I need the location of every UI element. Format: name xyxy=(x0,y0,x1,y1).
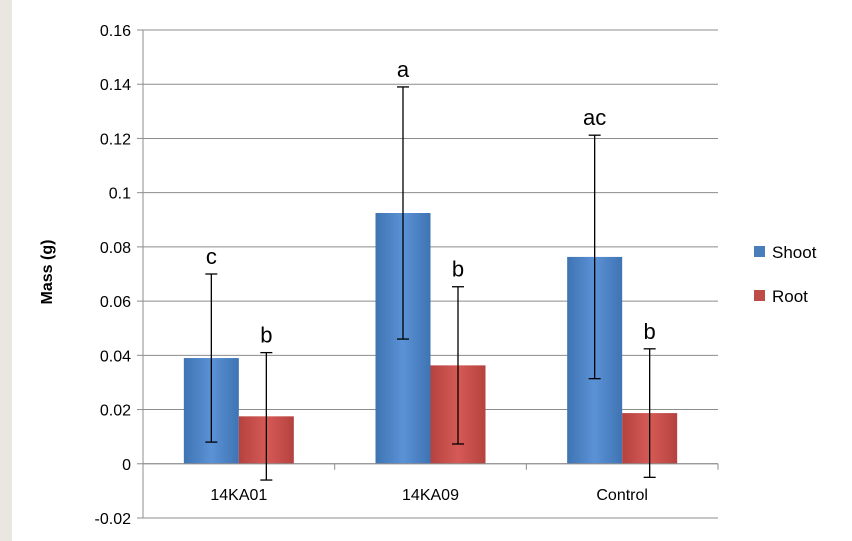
labels: c b 14KA01 a b 14KA09 ac b Control xyxy=(206,57,656,504)
y-tick-label: -0.02 xyxy=(95,511,132,528)
y-tick-label: 0.02 xyxy=(100,403,131,420)
bars xyxy=(183,213,678,464)
y-tick-label: 0.14 xyxy=(100,77,131,94)
chart-panel: -0.02 0 0.02 0.04 0.06 0.08 0.1 0.12 0.14 0.16 c b… xyxy=(12,0,852,541)
y-tick-label: 0.16 xyxy=(100,23,131,40)
x-category-label: 14KA09 xyxy=(402,487,459,504)
significance-letter: ac xyxy=(583,105,606,130)
significance-letter: b xyxy=(260,323,272,348)
x-category-label: 14KA01 xyxy=(210,487,267,504)
error-bars xyxy=(205,86,656,481)
significance-letter: c xyxy=(206,244,217,269)
bar-chart: -0.02 0 0.02 0.04 0.06 0.08 0.1 0.12 0.14 0.16 c b… xyxy=(39,23,817,528)
significance-letter: b xyxy=(644,319,656,344)
x-category-label: Control xyxy=(596,487,648,504)
legend-label-root: Root xyxy=(772,287,808,306)
y-tick-label: 0.1 xyxy=(109,186,131,203)
y-tick-label: 0.06 xyxy=(100,294,131,311)
legend: Shoot Root xyxy=(754,243,817,306)
y-tick-label: 0 xyxy=(122,457,131,474)
significance-letter: b xyxy=(452,257,464,282)
y-tick-label: 0.04 xyxy=(100,348,131,365)
y-tick-label: 0.12 xyxy=(100,131,131,148)
significance-letter: a xyxy=(397,57,410,82)
axes: -0.02 0 0.02 0.04 0.06 0.08 0.1 0.12 0.14 0.16 xyxy=(95,23,719,528)
legend-swatch-root xyxy=(754,290,765,301)
y-tick-label: 0.08 xyxy=(100,240,131,257)
legend-label-shoot: Shoot xyxy=(772,243,817,262)
legend-swatch-shoot xyxy=(754,246,765,257)
y-axis-title: Mass (g) xyxy=(39,240,56,305)
